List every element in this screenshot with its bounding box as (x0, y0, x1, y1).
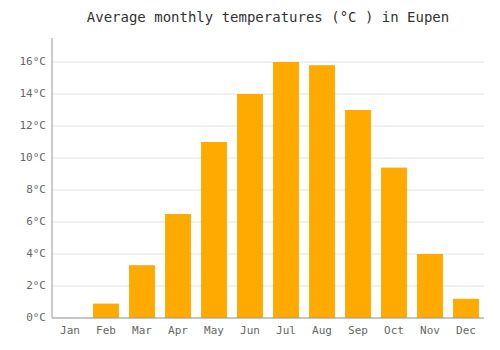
grid-line (52, 318, 484, 319)
chart-title: Average monthly temperatures (°C ) in Eu… (87, 9, 449, 25)
chart-container: Average monthly temperatures (°C ) in Eu… (0, 0, 500, 350)
bar (273, 62, 299, 318)
bar (309, 65, 335, 318)
y-tick-label: 2°C (26, 279, 46, 292)
x-tick-label: Sep (348, 324, 368, 337)
y-grid (52, 62, 484, 318)
bars (93, 62, 479, 318)
bar (93, 304, 119, 318)
bar (165, 214, 191, 318)
chart-svg: Average monthly temperatures (°C ) in Eu… (0, 0, 500, 350)
x-tick-label: Jun (240, 324, 260, 337)
grid-line (52, 126, 484, 127)
grid-line (52, 62, 484, 63)
x-tick-labels: Jan Feb Mar Apr May Jun Jul Aug Sep Oct Nov Dec (60, 324, 476, 337)
grid-line (52, 94, 484, 95)
x-tick-label: May (204, 324, 224, 337)
bar (201, 142, 227, 318)
x-tick-label: Dec (456, 324, 476, 337)
x-tick-label: Feb (96, 324, 116, 337)
page: {"chart_data": {"type": "bar", "title": … (0, 0, 500, 350)
y-axis-line (52, 38, 53, 318)
y-tick-label: 12°C (20, 119, 47, 132)
grid-line (52, 158, 484, 159)
y-tick-label: 10°C (20, 151, 47, 164)
x-tick-label: Oct (384, 324, 404, 337)
bar (129, 265, 155, 318)
x-tick-label: Jan (60, 324, 80, 337)
bar (417, 254, 443, 318)
x-tick-label: Nov (420, 324, 440, 337)
y-tick-label: 6°C (26, 215, 46, 228)
x-tick-label: Mar (132, 324, 152, 337)
x-tick-label: Aug (312, 324, 332, 337)
y-tick-label: 4°C (26, 247, 46, 260)
y-tick-label: 14°C (20, 87, 47, 100)
bar (381, 168, 407, 318)
bar (345, 110, 371, 318)
y-tick-label: 8°C (26, 183, 46, 196)
grid-line (52, 190, 484, 191)
x-tick-label: Jul (276, 324, 296, 337)
x-axis-line (52, 318, 484, 319)
y-tick-labels: 0°C 2°C 4°C 6°C 8°C 10°C 12°C 14°C 16°C (20, 55, 47, 324)
grid-line (52, 222, 484, 223)
bar (453, 299, 479, 318)
bar (237, 94, 263, 318)
y-tick-label: 16°C (20, 55, 47, 68)
y-tick-label: 0°C (26, 311, 46, 324)
x-tick-label: Apr (168, 324, 188, 337)
